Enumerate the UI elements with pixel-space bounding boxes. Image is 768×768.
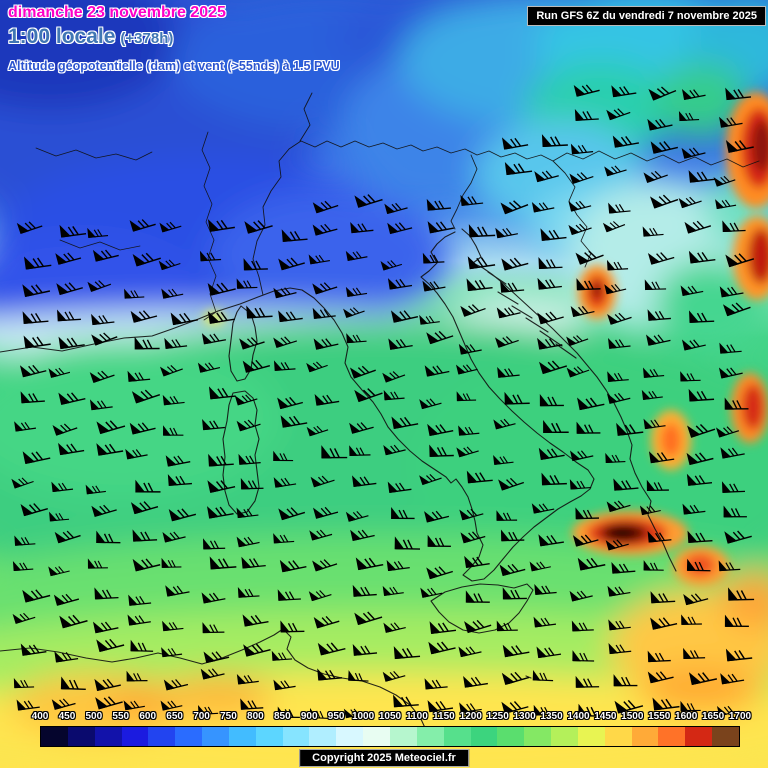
scale-segment: [524, 727, 552, 746]
scale-segment: [685, 727, 713, 746]
scale-segment: [416, 727, 444, 746]
scale-segment: [309, 727, 337, 746]
scale-tick-label: 1350: [540, 711, 563, 722]
scale-tick-label: 1700: [728, 711, 752, 722]
scale-segment: [121, 727, 149, 746]
scale-segment: [148, 727, 176, 746]
scale-segment: [41, 727, 68, 746]
coast-africa: [0, 628, 427, 731]
jet-hotspots: [203, 92, 768, 586]
scale-bar: [40, 726, 740, 747]
scale-tick-label: 1650: [701, 711, 725, 722]
copyright-label: Copyright 2025 Meteociel.fr: [299, 749, 469, 767]
scale-tick-label: 1500: [621, 711, 644, 722]
scale-tick-label: 600: [139, 711, 157, 722]
map-subtitle: Altitude géopotentielle (dam) et vent (>…: [8, 58, 340, 73]
scale-tick-label: 1150: [432, 711, 455, 722]
scale-segment: [255, 727, 283, 746]
dalmatian-islands: [487, 271, 577, 359]
border-north: [299, 92, 313, 142]
scale-tick-label: 1050: [378, 711, 402, 722]
scale-segment: [470, 727, 498, 746]
scale-segment: [497, 727, 525, 746]
scale-tick-label: 1600: [675, 711, 698, 722]
valid-date: dimanche 23 novembre 2025: [8, 4, 226, 21]
scale-tick-label: 1000: [351, 711, 375, 722]
scale-tick-label: 650: [166, 711, 183, 722]
river-garonne: [59, 239, 141, 251]
scale-tick-label: 1400: [567, 711, 590, 722]
scale-segment: [658, 727, 686, 746]
scale-tick-label: 800: [247, 711, 264, 722]
scale-tick-label: 550: [112, 711, 130, 722]
scale-segment: [94, 727, 122, 746]
scale-tick-label: 850: [273, 711, 291, 722]
scale-segment: [712, 727, 739, 746]
scale-tick-label: 1550: [648, 711, 671, 722]
scale-segment: [282, 727, 310, 746]
border-alps-chain: [300, 140, 554, 162]
scale-tick-label: 1300: [513, 711, 536, 722]
border-alps-west: [252, 140, 302, 296]
forecast-offset: (+378h): [120, 30, 174, 48]
scale-tick-label: 900: [300, 711, 318, 722]
scale-tick-label: 400: [31, 711, 49, 722]
coast-sicily: [430, 583, 534, 634]
river-loire: [35, 147, 153, 161]
border-balkans-1: [552, 160, 592, 268]
coast-corsica: [228, 305, 258, 382]
border-balkans-2: [552, 150, 760, 168]
scale-labels: 400 450 500 550 600 650 700 750 800 850 900 950 1000…: [0, 711, 768, 724]
scale-segment: [202, 727, 229, 746]
scale-tick-label: 700: [193, 711, 210, 722]
scale-tick-label: 500: [85, 711, 103, 722]
scale-segment: [67, 727, 95, 746]
scale-segment: [363, 727, 390, 746]
model-run-label: Run GFS 6Z du vendredi 7 novembre 2025: [527, 6, 766, 26]
scale-segment: [631, 727, 659, 746]
valid-time-text: 1:00 locale: [8, 25, 116, 49]
coast-sardinia: [222, 390, 260, 515]
map-titles: dimanche 23 novembre 2025 1:00 locale (+3…: [8, 4, 340, 73]
border-istria: [450, 154, 478, 230]
scale-tick-label: 1100: [406, 711, 428, 722]
scale-segment: [551, 727, 578, 746]
scale-segment: [228, 727, 256, 746]
scale-segment: [175, 727, 203, 746]
scale-tick-label: 450: [58, 711, 76, 722]
scale-tick-label: 750: [220, 711, 237, 722]
scale-tick-label: 950: [327, 711, 345, 722]
scale-tick-label: 1250: [486, 711, 509, 722]
scale-segment: [577, 727, 605, 746]
scale-segment: [336, 727, 364, 746]
valid-time: 1:00 locale (+378h): [8, 25, 340, 49]
scale-tick-label: 1200: [459, 711, 482, 722]
scale-segment: [389, 727, 417, 746]
scale-segment: [604, 727, 632, 746]
scale-segment: [443, 727, 471, 746]
scale-tick-label: 1450: [594, 711, 617, 722]
